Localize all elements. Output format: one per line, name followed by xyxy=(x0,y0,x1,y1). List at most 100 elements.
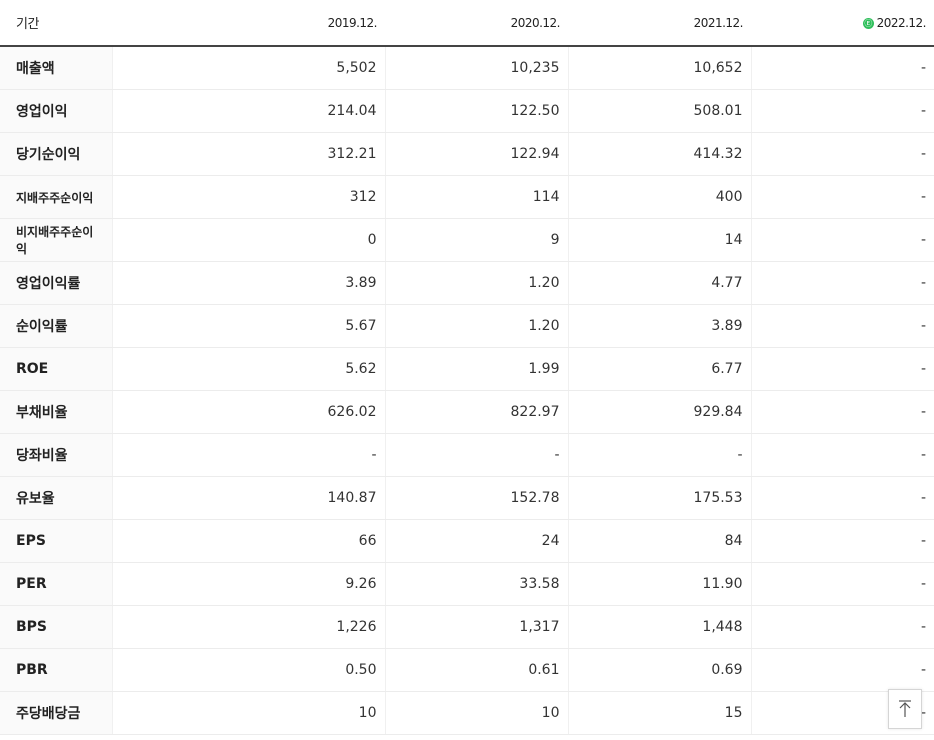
cell-value: 33.58 xyxy=(384,562,568,606)
cell-value: 626.02 xyxy=(111,390,385,434)
cell-value: 0.69 xyxy=(567,648,751,692)
row-label: PBR xyxy=(0,648,112,692)
cell-value: - xyxy=(750,648,934,692)
cell-value: - xyxy=(750,175,934,219)
cell-value: 11.90 xyxy=(567,562,751,606)
cell-value: 10,235 xyxy=(384,46,568,90)
table-row: 당기순이익 312.21 122.94 414.32- xyxy=(0,132,934,176)
cell-value: 1.20 xyxy=(384,261,568,305)
cell-value: 10 xyxy=(111,691,385,735)
cell-value: - xyxy=(750,132,934,176)
cell-value: - xyxy=(750,562,934,606)
cell-value: 24 xyxy=(384,519,568,563)
cell-value: - xyxy=(750,46,934,90)
estimate-icon: Ⓔ xyxy=(862,17,874,29)
arrow-up-to-top-icon xyxy=(899,700,911,717)
cell-value: 822.97 xyxy=(384,390,568,434)
cell-value: 0 xyxy=(111,218,385,262)
row-label: EPS xyxy=(0,519,112,563)
cell-value: - xyxy=(750,89,934,133)
cell-value: 312.21 xyxy=(111,132,385,176)
cell-value: 6.77 xyxy=(567,347,751,391)
cell-value: - xyxy=(750,261,934,305)
cell-value: 5,502 xyxy=(111,46,385,90)
year-label: 2022.12. xyxy=(876,15,927,30)
table-row: 유보율 140.87 152.78 175.53- xyxy=(0,476,934,520)
cell-value: 3.89 xyxy=(567,304,751,348)
cell-value: - xyxy=(750,433,934,477)
scroll-to-top-button[interactable] xyxy=(888,689,922,729)
cell-value: 5.62 xyxy=(111,347,385,391)
cell-value: 15 xyxy=(567,691,751,735)
table-row: 당좌비율 - - - - xyxy=(0,433,934,477)
cell-value: 0.61 xyxy=(384,648,568,692)
cell-value: 214.04 xyxy=(111,89,385,133)
year-header: 2019.12. xyxy=(112,0,385,47)
cell-value: 4.77 xyxy=(567,261,751,305)
cell-value: - xyxy=(384,433,568,477)
row-label: ROE xyxy=(0,347,112,391)
cell-value: 414.32 xyxy=(567,132,751,176)
cell-value: - xyxy=(750,304,934,348)
cell-value: 0.50 xyxy=(111,648,385,692)
header-row: 기간 2019.12. 2020.12. 2021.12. Ⓔ 2022.12. xyxy=(0,0,934,47)
cell-value: 122.94 xyxy=(384,132,568,176)
year-header-estimate: Ⓔ 2022.12. xyxy=(751,0,934,47)
cell-value: 114 xyxy=(384,175,568,219)
row-label: 순이익률 xyxy=(0,304,112,348)
year-header: 2020.12. xyxy=(385,0,568,47)
cell-value: - xyxy=(111,433,385,477)
table-row: PBR 0.50 0.61 0.69- xyxy=(0,648,934,692)
row-label: 유보율 xyxy=(0,476,112,520)
cell-value: 1,448 xyxy=(567,605,751,649)
cell-value: 14 xyxy=(567,218,751,262)
row-label: PER xyxy=(0,562,112,606)
cell-value: - xyxy=(567,433,751,477)
cell-value: 84 xyxy=(567,519,751,563)
row-label: 영업이익 xyxy=(0,89,112,133)
cell-value: 929.84 xyxy=(567,390,751,434)
cell-value: - xyxy=(750,605,934,649)
cell-value: 10,652 xyxy=(567,46,751,90)
cell-value: 1,226 xyxy=(111,605,385,649)
cell-value: 1.99 xyxy=(384,347,568,391)
cell-value: 152.78 xyxy=(384,476,568,520)
cell-value: 400 xyxy=(567,175,751,219)
cell-value: 10 xyxy=(384,691,568,735)
row-label: 비지배주주순이익 xyxy=(0,218,112,262)
cell-value: 122.50 xyxy=(384,89,568,133)
table-row: 부채비율 626.02 822.97 929.84- xyxy=(0,390,934,434)
table-row: 영업이익 214.04 122.50 508.01- xyxy=(0,89,934,133)
cell-value: 66 xyxy=(111,519,385,563)
row-label: 주당배당금 xyxy=(0,691,112,735)
cell-value: 1.20 xyxy=(384,304,568,348)
table-row: 비지배주주순이익 0 9 14- xyxy=(0,218,934,262)
cell-value: 1,317 xyxy=(384,605,568,649)
row-label: 지배주주순이익 xyxy=(0,175,112,219)
table-row: ROE 5.62 1.99 6.77- xyxy=(0,347,934,391)
period-header: 기간 xyxy=(0,0,112,47)
table-row: 지배주주순이익 312 114 400- xyxy=(0,175,934,219)
cell-value: - xyxy=(750,519,934,563)
cell-value: - xyxy=(750,390,934,434)
table-row: 매출액 5,502 10,235 10,652- xyxy=(0,46,934,90)
table-row: 주당배당금 10 10 15- xyxy=(0,691,934,735)
table-row: PER 9.26 33.58 11.90- xyxy=(0,562,934,606)
row-label: 당좌비율 xyxy=(0,433,112,477)
cell-value: 9 xyxy=(384,218,568,262)
row-label: 부채비율 xyxy=(0,390,112,434)
row-label: BPS xyxy=(0,605,112,649)
cell-value: 3.89 xyxy=(111,261,385,305)
cell-value: - xyxy=(750,476,934,520)
cell-value: - xyxy=(750,347,934,391)
table-row: BPS 1,226 1,317 1,448- xyxy=(0,605,934,649)
cell-value: 175.53 xyxy=(567,476,751,520)
row-label: 영업이익률 xyxy=(0,261,112,305)
table-row: 순이익률 5.67 1.20 3.89- xyxy=(0,304,934,348)
cell-value: 9.26 xyxy=(111,562,385,606)
table-row: 영업이익률 3.89 1.20 4.77- xyxy=(0,261,934,305)
cell-value: 140.87 xyxy=(111,476,385,520)
cell-value: 312 xyxy=(111,175,385,219)
row-label: 당기순이익 xyxy=(0,132,112,176)
